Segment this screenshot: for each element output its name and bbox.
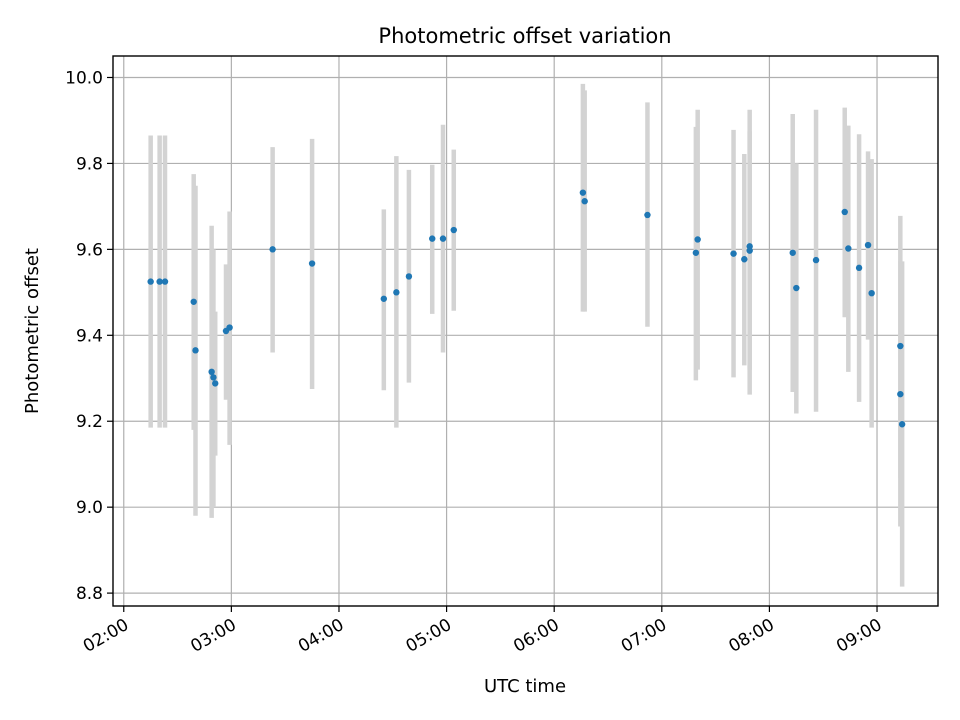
- data-point: [190, 298, 197, 305]
- x-tick-label: 09:00: [833, 615, 885, 657]
- x-tick-label: 08:00: [725, 615, 777, 657]
- data-point: [789, 249, 796, 256]
- data-point: [855, 264, 863, 272]
- data-point: [450, 226, 457, 234]
- data-point: [226, 324, 233, 331]
- data-point: [308, 260, 316, 267]
- y-tick-label: 10.0: [65, 68, 103, 88]
- data-point: [897, 342, 904, 350]
- data-point: [898, 421, 906, 428]
- data-point: [579, 189, 587, 196]
- data-point: [156, 278, 163, 285]
- x-axis-label: UTC time: [484, 676, 566, 697]
- data-point: [212, 380, 219, 387]
- x-tick-label: 05:00: [403, 615, 455, 657]
- y-tick-label: 9.0: [76, 498, 103, 518]
- data-point: [405, 273, 413, 280]
- data-point: [812, 256, 820, 264]
- data-point: [730, 250, 737, 257]
- y-tick-label: 9.6: [76, 240, 103, 260]
- data-point: [864, 241, 872, 249]
- grid: [113, 56, 938, 606]
- x-tick-label: 06:00: [510, 615, 562, 657]
- x-tick-label: 04:00: [295, 615, 347, 657]
- y-tick-label: 9.8: [76, 154, 103, 174]
- x-axis-ticks: 02:00 03:00 04:00 05:00 06:00 07:00 08:00 09:00: [80, 606, 886, 657]
- x-tick-label: 02:00: [80, 615, 132, 657]
- y-tick-label: 9.2: [76, 412, 103, 432]
- data-point: [692, 249, 700, 256]
- data-point: [793, 284, 800, 292]
- data-point: [868, 289, 875, 297]
- data-point: [429, 235, 436, 242]
- plot-area-frame: [112, 55, 939, 607]
- data-point: [380, 295, 388, 302]
- data-point: [210, 374, 217, 381]
- y-axis-ticks: 8.8 9.0 9.2 9.4 9.6 9.8 10.0: [65, 68, 113, 604]
- y-tick-label: 8.8: [76, 584, 103, 604]
- data-point: [694, 236, 701, 243]
- data-point: [393, 289, 400, 296]
- data-point: [897, 390, 904, 398]
- data-point: [269, 246, 276, 253]
- data-points: [147, 189, 906, 428]
- data-point: [746, 247, 753, 254]
- data-point: [741, 256, 748, 263]
- y-axis-label: Photometric offset: [22, 248, 43, 414]
- x-tick-label: 07:00: [618, 615, 670, 657]
- data-point: [208, 368, 215, 376]
- x-tick-label: 03:00: [187, 615, 239, 657]
- data-point: [147, 278, 154, 285]
- y-tick-label: 9.4: [76, 326, 103, 346]
- data-point: [192, 347, 199, 354]
- data-point: [161, 278, 169, 285]
- chart-title: Photometric offset variation: [378, 24, 671, 48]
- data-point: [845, 245, 852, 252]
- data-point: [439, 235, 447, 242]
- data-point: [581, 198, 588, 205]
- data-point: [644, 211, 651, 219]
- data-point: [841, 208, 848, 216]
